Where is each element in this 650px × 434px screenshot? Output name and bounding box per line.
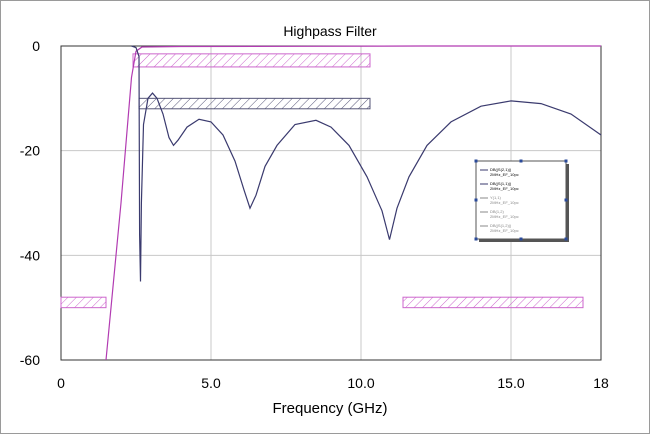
legend-resize-handle[interactable] [474, 198, 478, 202]
legend-entry-sub: 2MHz_EF_10pc [490, 172, 519, 177]
legend-resize-handle[interactable] [564, 198, 568, 202]
legend-entry-sub: 2MHz_EF_10pc [490, 214, 519, 219]
legend-box[interactable] [475, 160, 567, 240]
series-line [105, 45, 601, 361]
spec-mask [138, 97, 371, 110]
x-tick-label: 5.0 [201, 375, 221, 391]
series-lines [105, 45, 602, 361]
legend[interactable]: DB(|S(2,1)|)2MHz_EF_10pcDB(|S(1,1)|)2MHz… [474, 159, 570, 243]
x-tick-label: 18 [593, 375, 609, 391]
y-tick-label: -60 [20, 352, 40, 368]
x-tick-label: 0 [57, 375, 65, 391]
legend-entry-label: DB(|S(1,1)|) [490, 181, 512, 186]
legend-resize-handle[interactable] [564, 237, 568, 241]
spec-mask [402, 296, 584, 309]
legend-entry-sub: 2MHz_EF_10pc [490, 200, 519, 205]
spec-mask [60, 296, 107, 309]
legend-entry-label: DB(|S(2,1)|) [490, 167, 512, 172]
legend-entry-label: DB(|S(1,2)|) [490, 223, 512, 228]
legend-entry-label: DB(1,2) [490, 209, 504, 214]
x-tick-label: 10.0 [347, 375, 374, 391]
legend-resize-handle[interactable] [564, 159, 568, 163]
legend-entry-label: Y(1,1) [490, 195, 502, 200]
chart-title: Highpass Filter [283, 23, 377, 39]
spec-masks [60, 53, 584, 309]
legend-resize-handle[interactable] [519, 237, 523, 241]
y-tick-label: 0 [32, 38, 40, 54]
legend-resize-handle[interactable] [519, 159, 523, 163]
legend-entry-sub: 2MHz_EF_10pc [490, 228, 519, 233]
series-line [131, 45, 602, 282]
x-axis-label: Frequency (GHz) [272, 400, 387, 417]
x-tick-label: 15.0 [497, 375, 524, 391]
legend-resize-handle[interactable] [474, 237, 478, 241]
y-tick-label: -40 [20, 247, 40, 263]
y-tick-label: -20 [20, 143, 40, 159]
legend-entry-sub: 2MHz_EF_10pc [490, 186, 519, 191]
legend-resize-handle[interactable] [474, 159, 478, 163]
spec-mask [132, 53, 371, 68]
tick-labels: 0 5.0 10.0 15.0 18 0 -20 -40 -60 [20, 38, 609, 391]
